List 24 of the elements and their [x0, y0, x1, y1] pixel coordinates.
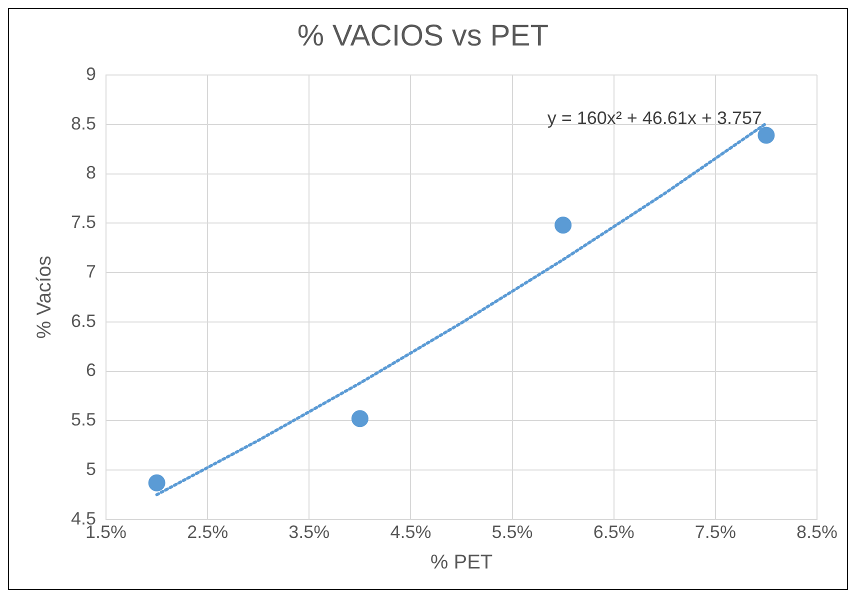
y-tick-label: 5 — [86, 458, 96, 479]
x-tick-label: 5.5% — [492, 522, 533, 542]
x-tick-label: 2.5% — [187, 522, 228, 542]
y-axis-title: % Vacíos — [34, 256, 56, 339]
y-tick-label: 8 — [86, 162, 96, 183]
y-tick-label: 6 — [86, 360, 96, 380]
y-tick-label: 7 — [86, 261, 96, 282]
annotation: y = 160x² + 46.61x + 3.757 — [547, 108, 762, 128]
x-axis-title: % PET — [430, 552, 493, 574]
chart-title: % VACIOS vs PET — [297, 19, 549, 52]
y-tick-label: 6.5 — [70, 310, 96, 331]
x-tick-label: 8.5% — [796, 522, 838, 542]
x-tick-label: 4.5% — [390, 522, 432, 542]
point — [351, 410, 368, 428]
y-tick-label: 8.5 — [70, 113, 96, 134]
point — [554, 216, 572, 234]
x-tick-label: 6.5% — [593, 522, 634, 542]
point — [758, 126, 775, 144]
y-tick-label: 5.5 — [70, 410, 96, 430]
y-tick-label: 9 — [86, 64, 96, 84]
y-tick-label: 7.5 — [70, 212, 96, 232]
x-tick-label: 7.5% — [694, 522, 736, 542]
point — [148, 474, 166, 492]
x-tick-label: 3.5% — [288, 522, 330, 542]
